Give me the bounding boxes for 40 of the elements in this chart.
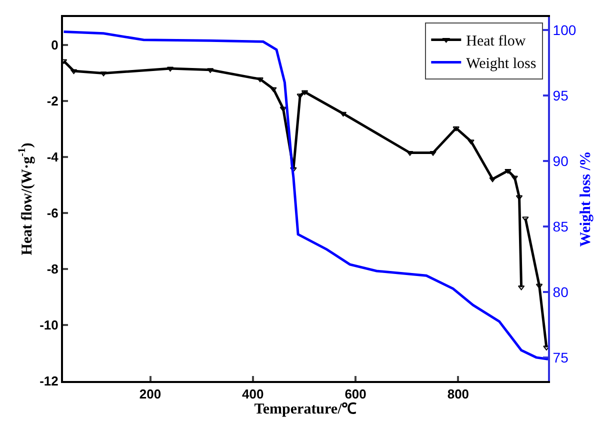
y-tick-label: -10 — [40, 318, 58, 333]
x-tick-label: 200 — [139, 386, 162, 402]
point — [468, 140, 474, 144]
y2-tick-label: 90 — [552, 152, 569, 169]
point — [290, 167, 297, 172]
point — [270, 87, 277, 92]
point — [301, 90, 308, 96]
point — [518, 285, 525, 290]
point — [516, 195, 523, 200]
x-axis-title: Temperature/℃ — [254, 402, 357, 418]
point — [296, 94, 304, 98]
legend-label: Heat flow — [466, 34, 526, 50]
y-tick-label: -8 — [46, 262, 58, 277]
y2-tick-label: 95 — [552, 87, 569, 104]
point — [256, 77, 264, 82]
point — [489, 177, 496, 182]
y-tick-label: 0 — [51, 38, 58, 53]
point — [452, 126, 460, 132]
y-tick-label: -12 — [40, 374, 58, 389]
legend-label: Weight loss — [466, 56, 536, 72]
point — [430, 151, 436, 156]
point — [70, 69, 78, 74]
point — [536, 284, 543, 289]
y-tick-label: -2 — [46, 94, 58, 109]
point — [340, 112, 347, 117]
y-tick-label: -4 — [46, 150, 60, 165]
y2-tick-label: 80 — [552, 284, 569, 300]
y-tick-label: -6 — [46, 206, 58, 221]
x-tick-label: 600 — [344, 386, 366, 402]
point — [100, 72, 107, 76]
x-tick-label: 400 — [242, 386, 264, 402]
y2-tick-label: 75 — [552, 349, 569, 366]
y2-axis-title: Weight loss /% — [578, 151, 594, 247]
point — [166, 66, 174, 72]
y2-tick-label: 100 — [552, 22, 576, 38]
point — [522, 216, 529, 222]
point — [504, 168, 512, 174]
point — [280, 106, 287, 112]
y2-tick-label: 85 — [552, 218, 569, 234]
x-tick-label: 800 — [447, 386, 470, 402]
